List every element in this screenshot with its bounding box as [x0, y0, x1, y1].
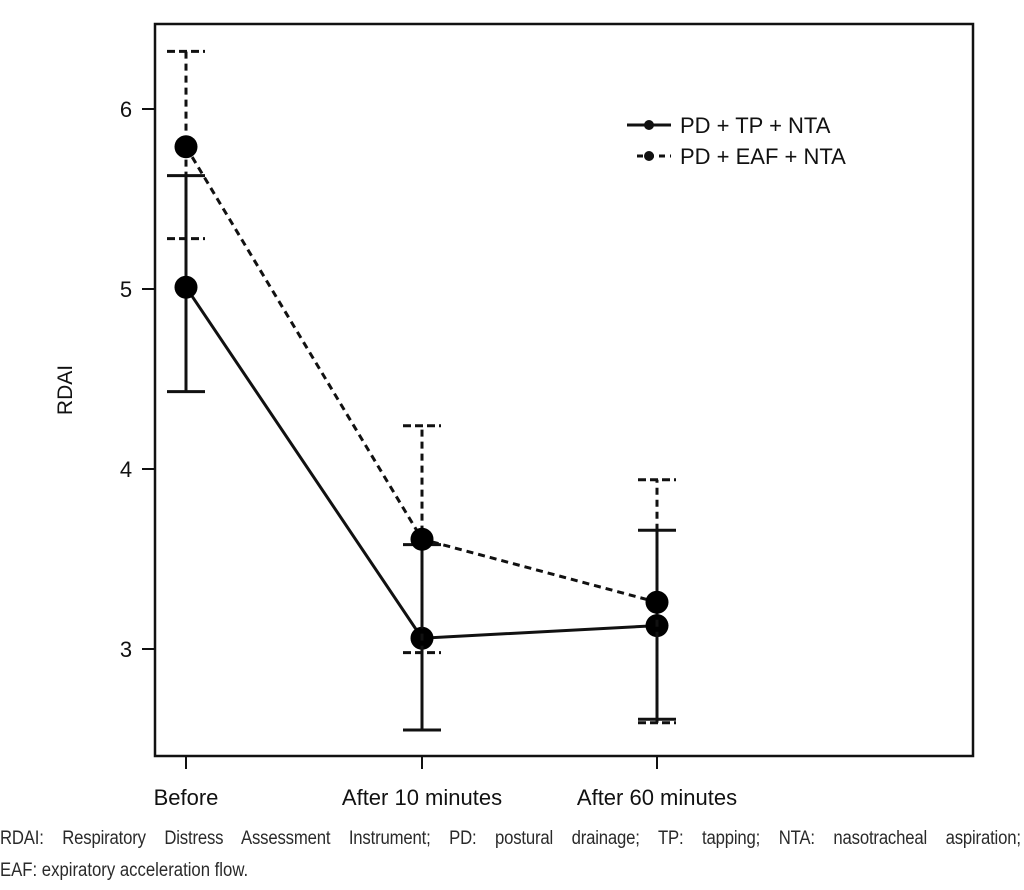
data-point: [645, 590, 669, 614]
x-tick-label: After 60 minutes: [577, 785, 737, 810]
y-axis: 3 4 5 6: [120, 97, 155, 662]
x-tick-label: Before: [154, 785, 219, 810]
legend-label-series-2: PD + EAF + NTA: [680, 144, 846, 169]
y-tick-label: 6: [120, 97, 132, 122]
x-axis: Before After 10 minutes After 60 minutes: [154, 756, 737, 810]
y-tick-label: 3: [120, 637, 132, 662]
plot-frame: [153, 22, 975, 758]
legend-label-series-1: PD + TP + NTA: [680, 113, 831, 138]
y-tick-label: 4: [120, 457, 132, 482]
line-chart: 3 4 5 6 Before After 10 minutes After 60 minu…: [54, 22, 975, 810]
caption-line-2: EAF: expiratory acceleration flow.: [0, 860, 249, 881]
y-axis-label: RDAI: [54, 365, 77, 415]
figure-caption: RDAI: Respiratory Distress Assessment In…: [0, 823, 1024, 887]
data-point: [174, 135, 198, 159]
series-layer: [167, 49, 676, 732]
y-tick-label: 5: [120, 277, 132, 302]
legend-marker-dashed: [644, 151, 654, 161]
data-point: [174, 275, 198, 299]
legend-marker-solid: [644, 120, 654, 130]
caption-line-1: RDAI: Respiratory Distress Assessment In…: [0, 828, 1021, 849]
legend: PD + TP + NTA PD + EAF + NTA: [627, 113, 846, 169]
series-2: [167, 49, 676, 725]
data-point: [410, 527, 434, 551]
x-tick-label: After 10 minutes: [342, 785, 502, 810]
